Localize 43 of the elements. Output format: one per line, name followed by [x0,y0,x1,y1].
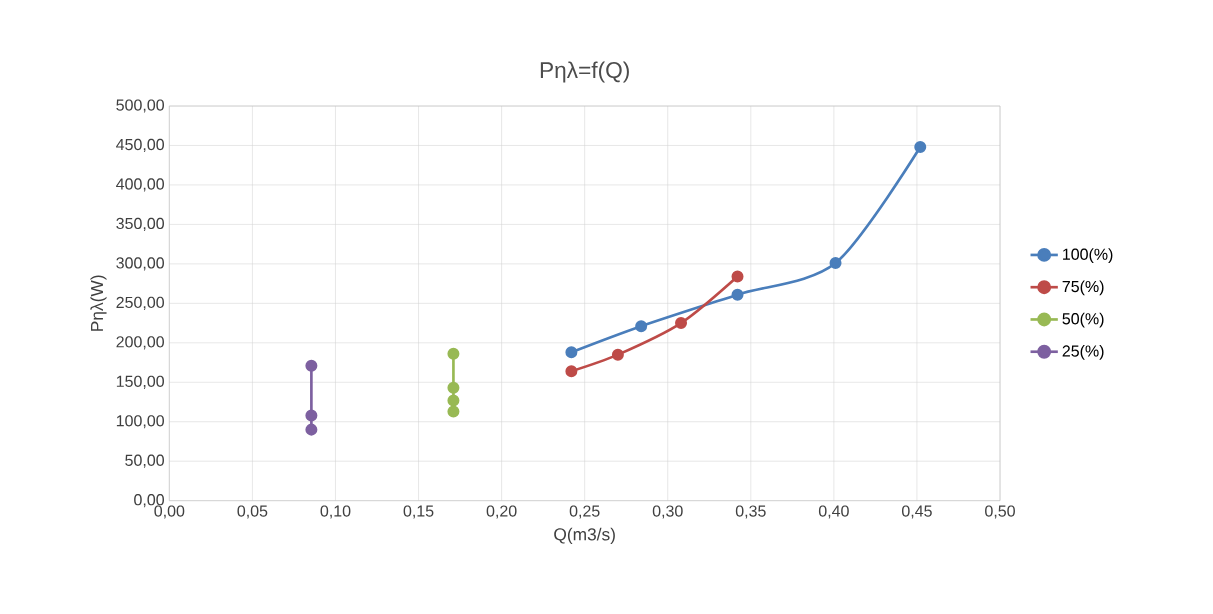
point [305,359,318,372]
x-tick-label: 0,40 [818,505,849,519]
legend-label: 50(%) [1062,312,1104,328]
point [731,288,744,301]
legend-label: 75(%) [1062,280,1104,296]
legend-label: 25(%) [1062,344,1104,360]
x-tick-label: 0,10 [320,505,351,519]
point [611,348,624,361]
x-tick-label: 0,35 [735,505,766,519]
point [447,394,460,407]
point [565,365,578,378]
y-tick-label: 450,00 [116,138,164,153]
x-tick-label: 0,30 [652,505,683,519]
point [305,423,318,436]
point [731,270,744,283]
x-tick-label: 0,20 [486,505,517,519]
chart-title: Pηλ=f(Q) [540,61,629,83]
y-tick-label: 350,00 [116,217,164,232]
y-tick-label: 200,00 [116,336,164,350]
point [447,347,460,360]
legend-label: 100(%) [1063,248,1113,264]
point [305,409,318,422]
y-tick-label: 300,00 [116,257,164,271]
point [565,346,578,359]
point [829,257,842,270]
y-axis-title: Pηλ(W) [90,275,107,331]
x-tick-label: 0,05 [237,505,268,519]
x-tick-label: 0,15 [403,505,434,519]
y-tick-label: 500,00 [116,99,164,113]
x-axis-title: Q(m3/s) [554,527,615,544]
point [914,141,927,154]
x-tick-label: 0,25 [569,505,600,519]
point [635,320,648,333]
y-tick-label: 150,00 [116,375,164,389]
x-tick-label: 0,45 [901,505,932,519]
point [675,317,688,330]
y-tick-label: 100,00 [116,415,164,429]
y-tick-label: 50,00 [125,454,164,468]
point [447,405,460,418]
y-tick-label: 250,00 [116,296,164,310]
y-tick-label: 400,00 [116,178,164,192]
x-tick-label: 0,50 [985,505,1015,519]
point [447,381,460,394]
